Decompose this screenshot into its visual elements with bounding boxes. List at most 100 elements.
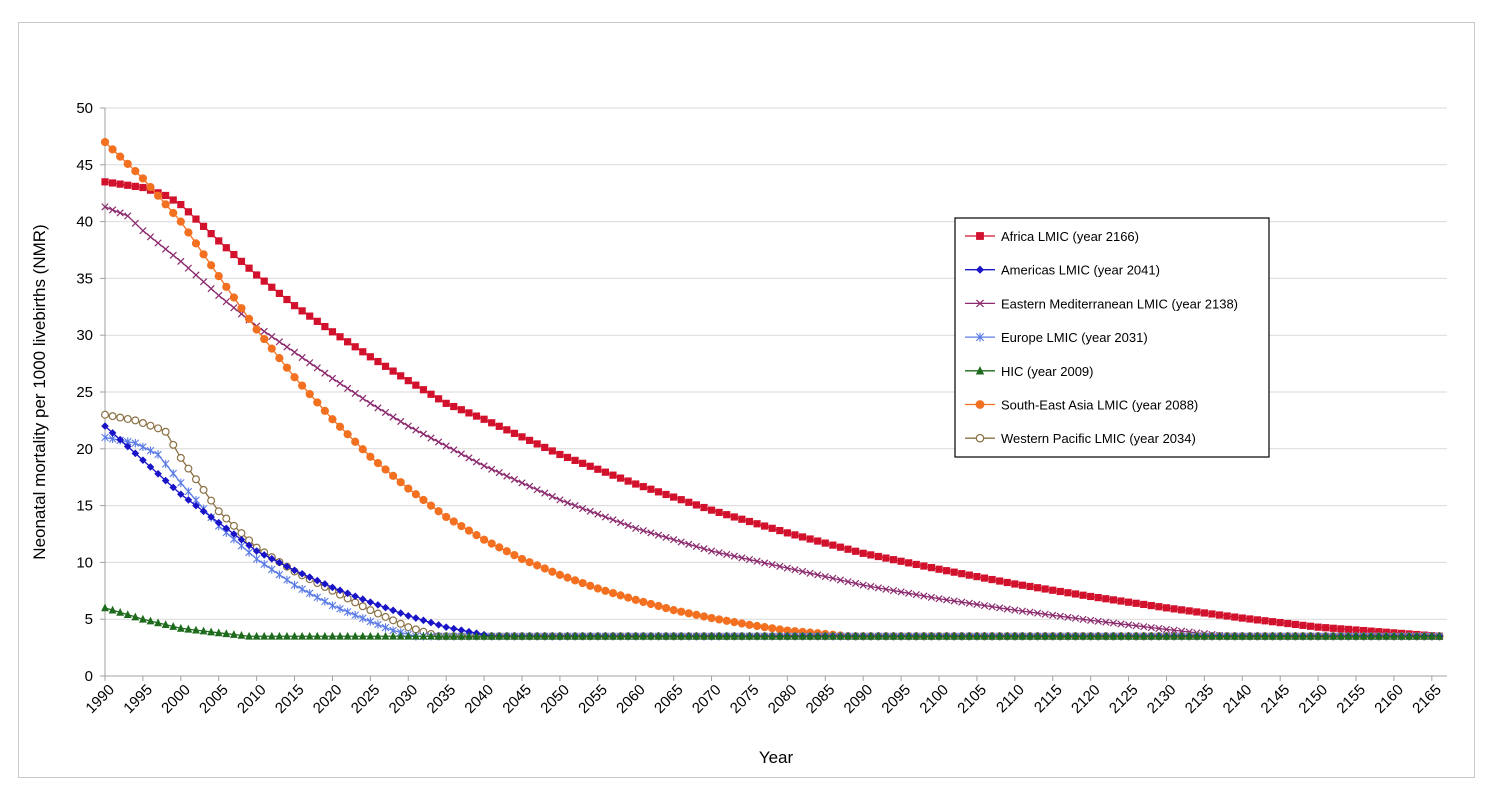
- data-point-africa: [935, 565, 943, 573]
- data-point-hic: [1390, 631, 1398, 640]
- data-point-africa: [662, 490, 670, 499]
- data-point-hic: [662, 631, 670, 640]
- data-point-africa: [859, 549, 867, 557]
- x-tick-label: 2015: [272, 681, 308, 717]
- data-point-americas: [305, 573, 314, 581]
- data-point-hic: [1109, 631, 1118, 640]
- x-tick-label: 2005: [196, 681, 232, 717]
- data-point-africa: [397, 372, 405, 380]
- data-point-eastern-mediterranean: [419, 430, 428, 438]
- data-point-eastern-mediterranean: [609, 516, 617, 524]
- data-point-eastern-mediterranean: [101, 203, 109, 211]
- data-point-eastern-mediterranean: [897, 588, 905, 596]
- data-point-africa: [1162, 604, 1171, 612]
- data-point-americas: [199, 507, 208, 516]
- data-point-eastern-mediterranean: [745, 555, 754, 564]
- x-tick-label: 2145: [1258, 681, 1294, 717]
- data-point-africa: [1306, 622, 1315, 630]
- data-point-eastern-mediterranean: [586, 507, 594, 515]
- data-point-hic: [1283, 631, 1292, 640]
- data-point-eastern-mediterranean: [488, 465, 496, 473]
- data-point-eastern-mediterranean: [359, 394, 367, 402]
- data-point-africa: [306, 312, 314, 320]
- data-point-africa: [162, 191, 170, 200]
- data-point-americas: [366, 598, 375, 606]
- x-tick-label: 2135: [1182, 681, 1218, 717]
- data-point-hic: [1200, 631, 1209, 640]
- data-point-hic: [882, 631, 890, 640]
- gridlines: [105, 107, 1447, 620]
- data-point-western-pacific: [237, 529, 246, 538]
- data-point-south-east-asia: [540, 564, 549, 573]
- y-axis-title: Neonatal mortality per 1000 livebirths (…: [30, 224, 49, 559]
- data-point-europe: [374, 620, 382, 629]
- legend-marker: [975, 433, 985, 443]
- data-point-africa: [169, 196, 177, 204]
- data-point-western-pacific: [404, 623, 413, 632]
- data-point-hic: [396, 631, 405, 640]
- data-point-africa: [1291, 620, 1299, 629]
- data-point-africa: [503, 426, 511, 434]
- x-tick-label: 2060: [613, 681, 649, 717]
- data-point-hic: [131, 612, 140, 621]
- data-point-africa: [1185, 607, 1193, 615]
- data-point-hic: [229, 630, 238, 638]
- data-point-hic: [1215, 631, 1224, 640]
- data-point-hic: [343, 631, 352, 640]
- data-point-eastern-mediterranean: [1064, 613, 1072, 621]
- data-point-south-east-asia: [495, 543, 504, 552]
- data-point-hic: [1276, 631, 1285, 640]
- data-point-africa: [1314, 623, 1322, 631]
- data-point-hic: [844, 631, 852, 640]
- data-point-africa: [632, 480, 640, 488]
- y-tick-label: 35: [76, 270, 93, 287]
- series-africa: [101, 178, 1444, 640]
- data-point-western-pacific: [229, 521, 238, 530]
- data-point-europe: [177, 478, 185, 488]
- data-point-hic: [1048, 631, 1057, 640]
- data-point-eastern-mediterranean: [935, 595, 943, 603]
- data-point-eastern-mediterranean: [905, 589, 913, 597]
- data-point-hic: [533, 631, 542, 640]
- data-point-hic: [1397, 631, 1406, 640]
- data-point-americas: [146, 463, 155, 471]
- data-point-eastern-mediterranean: [124, 212, 132, 220]
- data-point-eastern-mediterranean: [798, 567, 807, 576]
- data-point-africa: [1208, 610, 1216, 618]
- data-point-africa: [836, 543, 845, 551]
- data-point-eastern-mediterranean: [601, 513, 610, 521]
- data-point-africa: [1193, 608, 1201, 616]
- data-point-africa: [1140, 600, 1148, 609]
- data-point-hic: [525, 631, 534, 640]
- data-point-hic: [745, 631, 754, 640]
- y-tick-label: 0: [85, 668, 93, 685]
- data-point-south-east-asia: [548, 567, 557, 576]
- data-point-south-east-asia: [100, 137, 110, 147]
- data-point-eastern-mediterranean: [920, 592, 928, 600]
- data-point-eastern-mediterranean: [912, 591, 920, 599]
- data-point-western-pacific: [358, 602, 367, 611]
- data-point-hic: [419, 631, 428, 640]
- data-point-eastern-mediterranean: [260, 327, 268, 335]
- data-point-eastern-mediterranean: [806, 569, 814, 577]
- data-point-africa: [207, 230, 215, 238]
- data-point-africa: [1018, 581, 1027, 589]
- data-point-eastern-mediterranean: [351, 389, 359, 397]
- data-point-eastern-mediterranean: [1056, 612, 1064, 620]
- data-point-hic: [722, 631, 731, 640]
- data-point-eastern-mediterranean: [882, 585, 890, 593]
- data-point-hic: [1018, 631, 1027, 640]
- data-point-south-east-asia: [169, 208, 178, 218]
- data-point-africa: [260, 277, 268, 285]
- data-point-africa: [958, 570, 966, 578]
- data-point-africa: [1246, 615, 1254, 623]
- data-point-south-east-asia: [260, 334, 269, 344]
- data-point-hic: [1238, 631, 1247, 640]
- data-point-africa: [184, 208, 193, 216]
- data-point-hic: [1086, 631, 1095, 640]
- data-point-hic: [965, 631, 974, 640]
- data-point-hic: [502, 631, 511, 640]
- data-point-africa: [950, 568, 958, 576]
- data-point-western-pacific: [100, 410, 109, 419]
